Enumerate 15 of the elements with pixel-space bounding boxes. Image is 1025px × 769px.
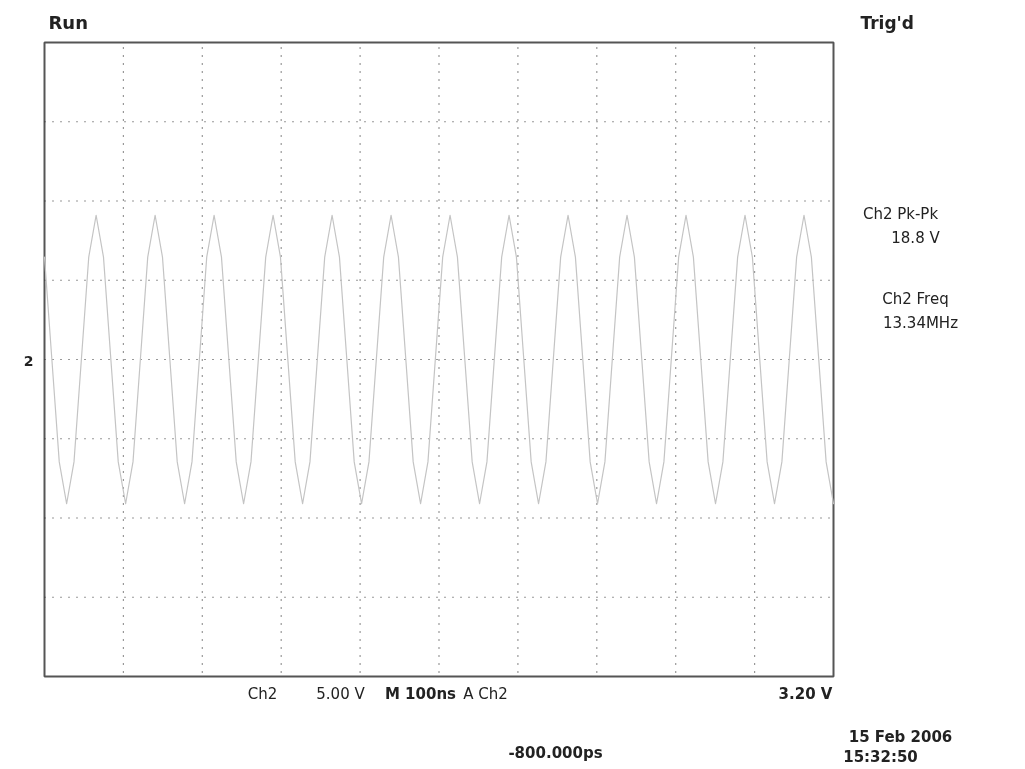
text: 5.00 V: [316, 684, 366, 703]
text: Ch2 Freq: [882, 289, 949, 308]
text: Trig'd: [860, 12, 914, 33]
text: 18.8 V: [891, 228, 941, 247]
text: Run: [48, 12, 88, 33]
text: 15:32:50: [843, 747, 918, 766]
text: Ch2 Pk-Pk: [862, 204, 939, 223]
text: A Ch2: [463, 684, 508, 703]
text: M 100ns: [384, 684, 457, 703]
text: 13.34MHz: [882, 313, 959, 332]
text: 15 Feb 2006: [848, 727, 953, 746]
text: 2: [23, 352, 34, 369]
text: Ch2: [247, 684, 278, 703]
text: 3.20 V: [778, 684, 833, 703]
text: -800.000ps: [508, 743, 603, 762]
